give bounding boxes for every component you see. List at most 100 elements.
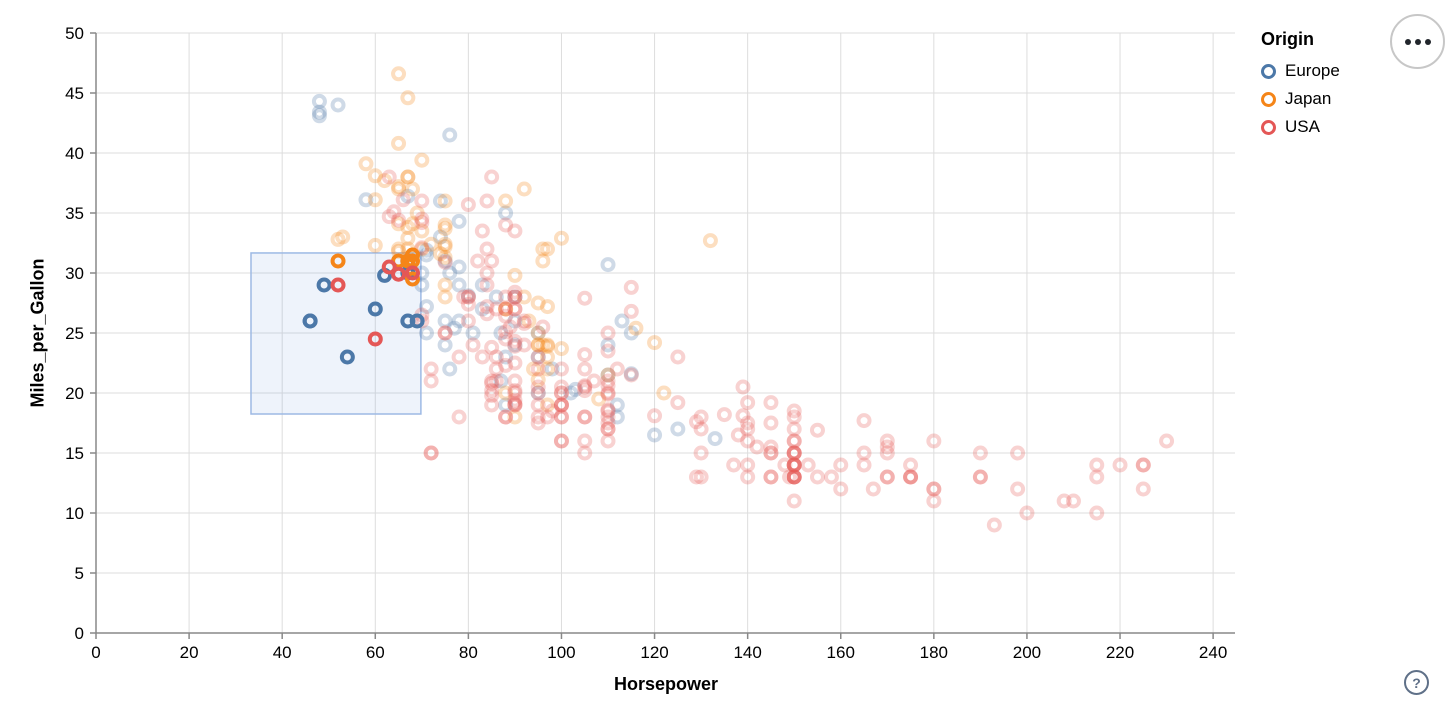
data-point-europe[interactable] bbox=[442, 361, 458, 377]
data-point-usa[interactable] bbox=[479, 299, 495, 315]
data-point-europe[interactable] bbox=[311, 108, 327, 124]
data-point-japan[interactable] bbox=[400, 219, 416, 235]
data-point-usa[interactable] bbox=[577, 290, 593, 306]
data-point-usa[interactable] bbox=[484, 397, 500, 413]
data-point-usa[interactable] bbox=[786, 445, 802, 461]
data-point-usa[interactable] bbox=[693, 445, 709, 461]
data-point-japan[interactable] bbox=[367, 237, 383, 253]
data-point-usa[interactable] bbox=[577, 409, 593, 425]
data-point-usa[interactable] bbox=[693, 409, 709, 425]
data-point-usa[interactable] bbox=[740, 421, 756, 437]
data-point-usa[interactable] bbox=[381, 169, 397, 185]
data-point-usa[interactable] bbox=[381, 259, 397, 275]
data-point-usa[interactable] bbox=[498, 301, 514, 317]
data-point-usa[interactable] bbox=[507, 383, 523, 399]
data-point-japan[interactable] bbox=[540, 299, 556, 315]
data-point-usa[interactable] bbox=[414, 240, 430, 256]
data-point-japan[interactable] bbox=[437, 277, 453, 293]
data-point-japan[interactable] bbox=[507, 267, 523, 283]
data-point-usa[interactable] bbox=[502, 319, 518, 335]
data-point-usa[interactable] bbox=[600, 343, 616, 359]
data-point-usa[interactable] bbox=[553, 433, 569, 449]
data-point-japan[interactable] bbox=[405, 181, 421, 197]
data-point-europe[interactable] bbox=[311, 104, 327, 120]
data-point-europe[interactable] bbox=[563, 385, 579, 401]
data-point-usa[interactable] bbox=[540, 409, 556, 425]
data-point-europe[interactable] bbox=[451, 213, 467, 229]
data-point-usa[interactable] bbox=[381, 209, 397, 225]
data-point-japan[interactable] bbox=[391, 216, 407, 232]
data-point-europe[interactable] bbox=[367, 301, 383, 317]
data-point-japan[interactable] bbox=[358, 156, 374, 172]
data-point-europe[interactable] bbox=[600, 257, 616, 273]
data-point-usa[interactable] bbox=[484, 373, 500, 389]
data-point-usa[interactable] bbox=[600, 402, 616, 418]
data-point-usa[interactable] bbox=[577, 433, 593, 449]
data-point-usa[interactable] bbox=[763, 445, 779, 461]
data-point-japan[interactable] bbox=[530, 372, 546, 388]
data-point-usa[interactable] bbox=[1135, 457, 1151, 473]
data-point-usa[interactable] bbox=[423, 361, 439, 377]
data-point-usa[interactable] bbox=[600, 386, 616, 402]
data-point-usa[interactable] bbox=[553, 361, 569, 377]
data-point-usa[interactable] bbox=[1065, 493, 1081, 509]
data-point-japan[interactable] bbox=[437, 193, 453, 209]
data-point-usa[interactable] bbox=[763, 469, 779, 485]
data-point-usa[interactable] bbox=[479, 193, 495, 209]
data-point-usa[interactable] bbox=[507, 301, 523, 317]
data-point-europe[interactable] bbox=[544, 361, 560, 377]
data-point-europe[interactable] bbox=[418, 325, 434, 341]
data-point-europe[interactable] bbox=[474, 277, 490, 293]
data-point-usa[interactable] bbox=[600, 415, 616, 431]
data-point-usa[interactable] bbox=[460, 289, 476, 305]
data-point-usa[interactable] bbox=[879, 439, 895, 455]
data-point-usa[interactable] bbox=[833, 481, 849, 497]
data-point-japan[interactable] bbox=[540, 397, 556, 413]
data-point-japan[interactable] bbox=[498, 301, 514, 317]
data-point-usa[interactable] bbox=[395, 192, 411, 208]
data-point-usa[interactable] bbox=[498, 289, 514, 305]
data-point-japan[interactable] bbox=[516, 289, 532, 305]
data-point-japan[interactable] bbox=[526, 361, 542, 377]
data-point-japan[interactable] bbox=[498, 301, 514, 317]
data-point-usa[interactable] bbox=[1089, 505, 1105, 521]
data-point-europe[interactable] bbox=[465, 325, 481, 341]
data-point-usa[interactable] bbox=[437, 325, 453, 341]
data-point-europe[interactable] bbox=[488, 289, 504, 305]
data-point-usa[interactable] bbox=[903, 469, 919, 485]
data-point-usa[interactable] bbox=[451, 409, 467, 425]
data-point-japan[interactable] bbox=[535, 337, 551, 353]
data-point-europe[interactable] bbox=[311, 93, 327, 109]
data-point-usa[interactable] bbox=[926, 433, 942, 449]
data-point-usa[interactable] bbox=[749, 439, 765, 455]
data-point-japan[interactable] bbox=[656, 385, 672, 401]
data-point-europe[interactable] bbox=[400, 188, 416, 204]
data-point-usa[interactable] bbox=[735, 379, 751, 395]
data-point-usa[interactable] bbox=[972, 469, 988, 485]
data-point-usa[interactable] bbox=[763, 415, 779, 431]
data-point-usa[interactable] bbox=[553, 379, 569, 395]
data-point-japan[interactable] bbox=[498, 385, 514, 401]
data-point-usa[interactable] bbox=[507, 301, 523, 317]
data-point-usa[interactable] bbox=[479, 265, 495, 281]
data-point-japan[interactable] bbox=[405, 216, 421, 232]
data-point-usa[interactable] bbox=[786, 445, 802, 461]
data-point-usa[interactable] bbox=[586, 373, 602, 389]
data-point-usa[interactable] bbox=[740, 469, 756, 485]
data-point-usa[interactable] bbox=[763, 469, 779, 485]
data-point-europe[interactable] bbox=[614, 313, 630, 329]
data-point-usa[interactable] bbox=[786, 445, 802, 461]
data-point-usa[interactable] bbox=[474, 223, 490, 239]
data-point-japan[interactable] bbox=[647, 335, 663, 351]
data-point-europe[interactable] bbox=[707, 431, 723, 447]
data-point-usa[interactable] bbox=[423, 445, 439, 461]
data-point-usa[interactable] bbox=[786, 409, 802, 425]
data-point-europe[interactable] bbox=[437, 313, 453, 329]
data-point-usa[interactable] bbox=[577, 383, 593, 399]
data-point-japan[interactable] bbox=[400, 90, 416, 106]
data-point-europe[interactable] bbox=[507, 289, 523, 305]
data-point-usa[interactable] bbox=[740, 457, 756, 473]
data-point-usa[interactable] bbox=[809, 469, 825, 485]
data-point-japan[interactable] bbox=[437, 249, 453, 265]
data-point-europe[interactable] bbox=[330, 97, 346, 113]
